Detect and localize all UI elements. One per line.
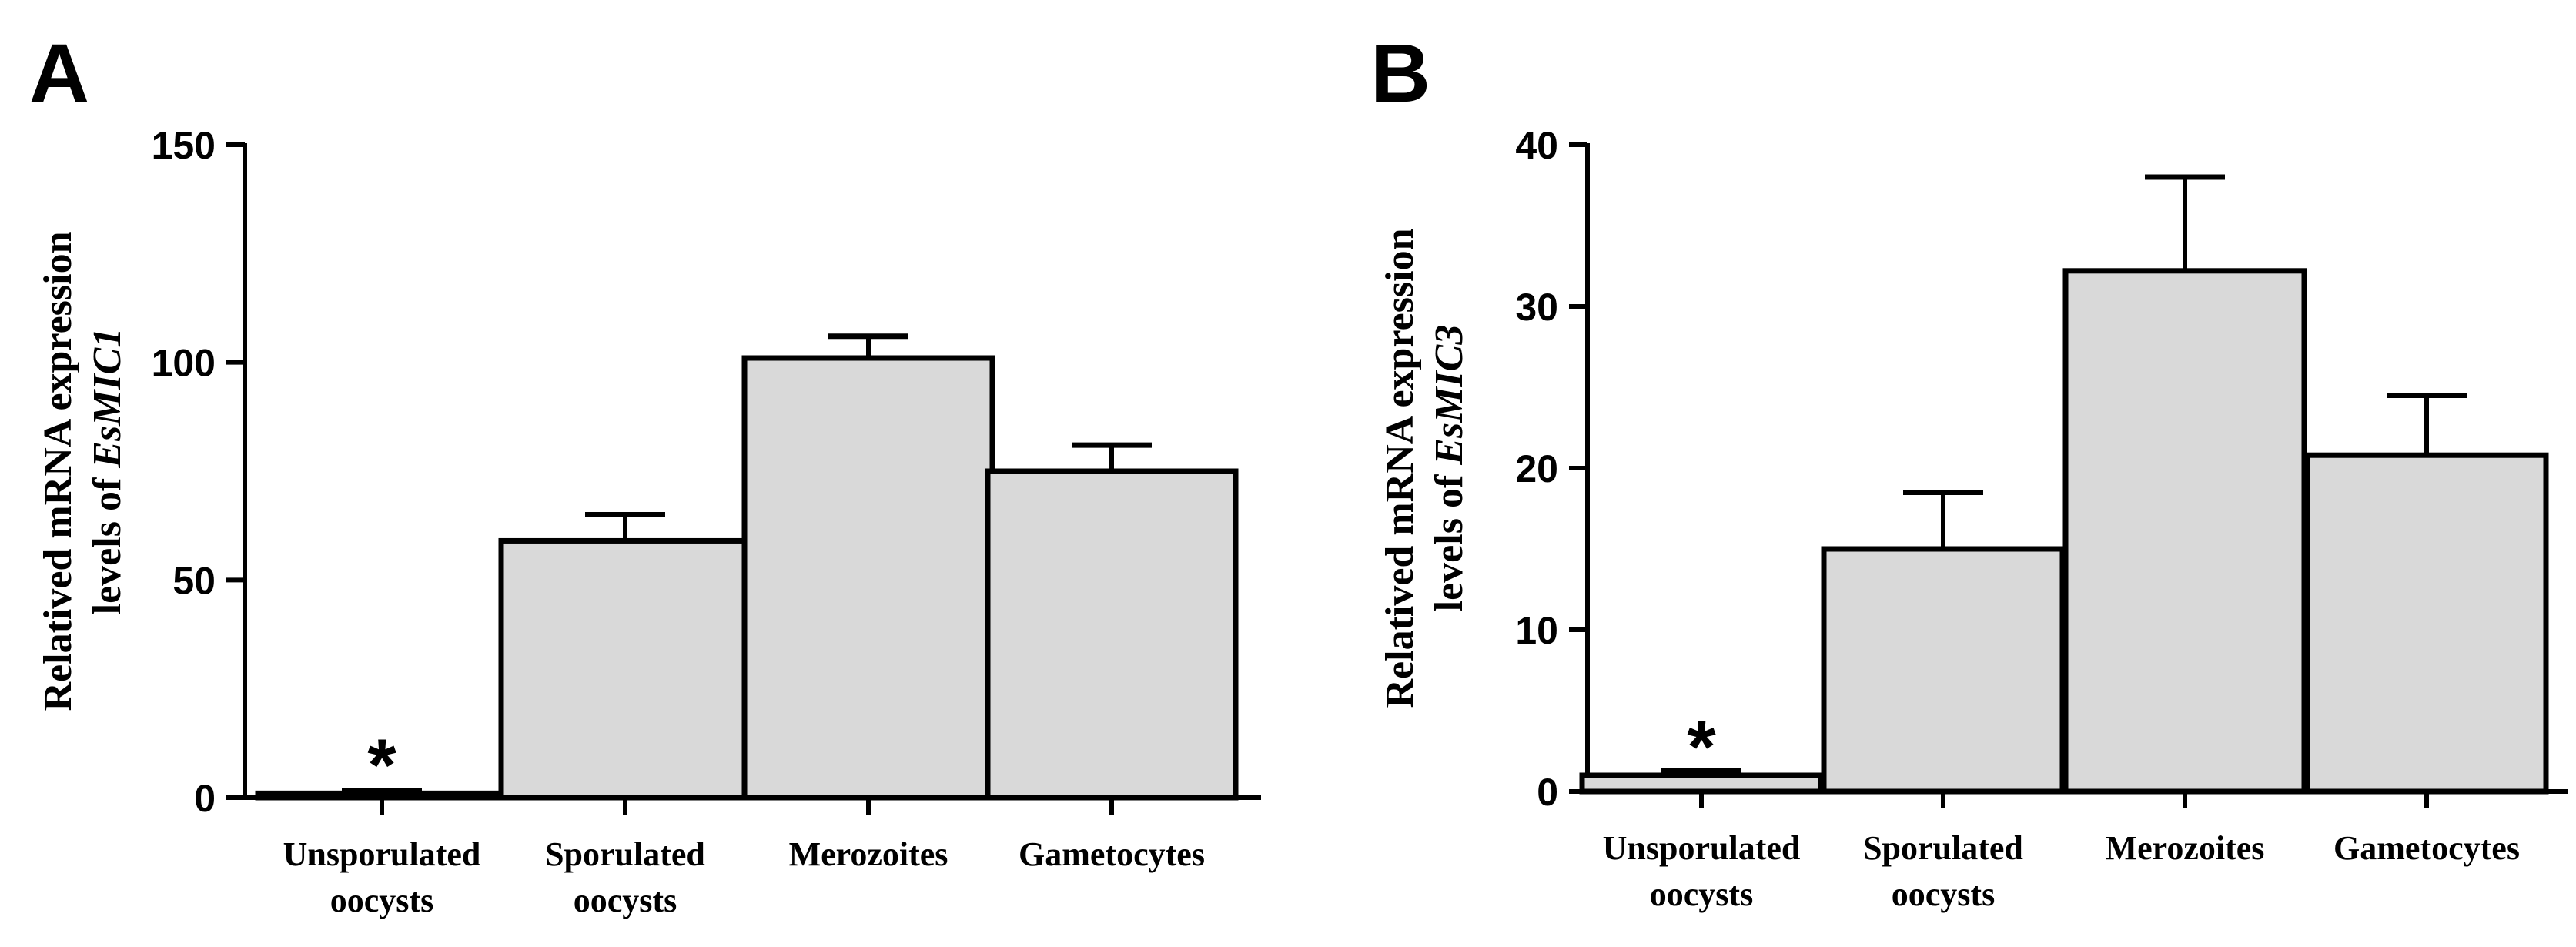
x-tick-label: Merozoites — [2106, 829, 2265, 867]
bar — [2304, 452, 2549, 795]
panel-letter: A — [29, 26, 89, 119]
y-tick-label: 150 — [152, 124, 216, 167]
y-axis-label-line2: levels of — [85, 468, 129, 615]
y-axis-label-line2: levels of — [1427, 465, 1471, 612]
chart-panel-b: B Relatived mRNA expression levels of EsMI… — [1370, 26, 2568, 913]
x-tick-label: oocysts — [1650, 875, 1753, 913]
bar — [2062, 268, 2307, 795]
chart-panel-a: A Relatived mRNA expression levels of EsMI… — [29, 26, 1261, 919]
x-tick-label: oocysts — [574, 882, 677, 919]
y-axis-label: Relatived mRNA expression levels of EsMIC… — [1378, 228, 1471, 708]
y-tick-label: 20 — [1515, 447, 1558, 490]
bar — [498, 537, 752, 801]
x-tick-label: Unsporulated — [1603, 829, 1801, 867]
y-tick-label: 100 — [152, 342, 216, 385]
y-tick-label: 50 — [172, 559, 216, 602]
x-tick-label: Gametocytes — [2333, 829, 2520, 867]
x-tick-label: Sporulated — [545, 835, 705, 873]
bar — [741, 355, 995, 801]
x-tick-label: Gametocytes — [1019, 835, 1205, 873]
y-tick-label: 10 — [1515, 609, 1558, 652]
y-axis-label-gene: EsMIC1 — [85, 328, 129, 469]
x-tick-label: Merozoites — [789, 835, 948, 873]
y-tick-label: 40 — [1515, 124, 1558, 167]
significance-star: * — [367, 724, 396, 806]
bar — [1821, 546, 2066, 795]
bar — [985, 468, 1239, 801]
y-axis-label-line1: Relatived mRNA expression — [36, 231, 80, 711]
y-axis-label-line1: Relatived mRNA expression — [1378, 228, 1422, 708]
panel-letter: B — [1370, 26, 1430, 119]
y-tick-label: 0 — [194, 777, 216, 820]
x-tick-label: Unsporulated — [283, 835, 481, 873]
x-tick-label: Sporulated — [1863, 829, 2023, 867]
y-axis-label: Relatived mRNA expression levels of EsMIC… — [36, 231, 129, 711]
x-tick-label: oocysts — [330, 882, 433, 919]
x-tick-label: oocysts — [1892, 875, 1995, 913]
significance-star: * — [1687, 706, 1716, 788]
y-axis-label-gene: EsMIC3 — [1427, 325, 1471, 466]
y-tick-label: 30 — [1515, 286, 1558, 329]
y-tick-label: 0 — [1537, 771, 1558, 814]
